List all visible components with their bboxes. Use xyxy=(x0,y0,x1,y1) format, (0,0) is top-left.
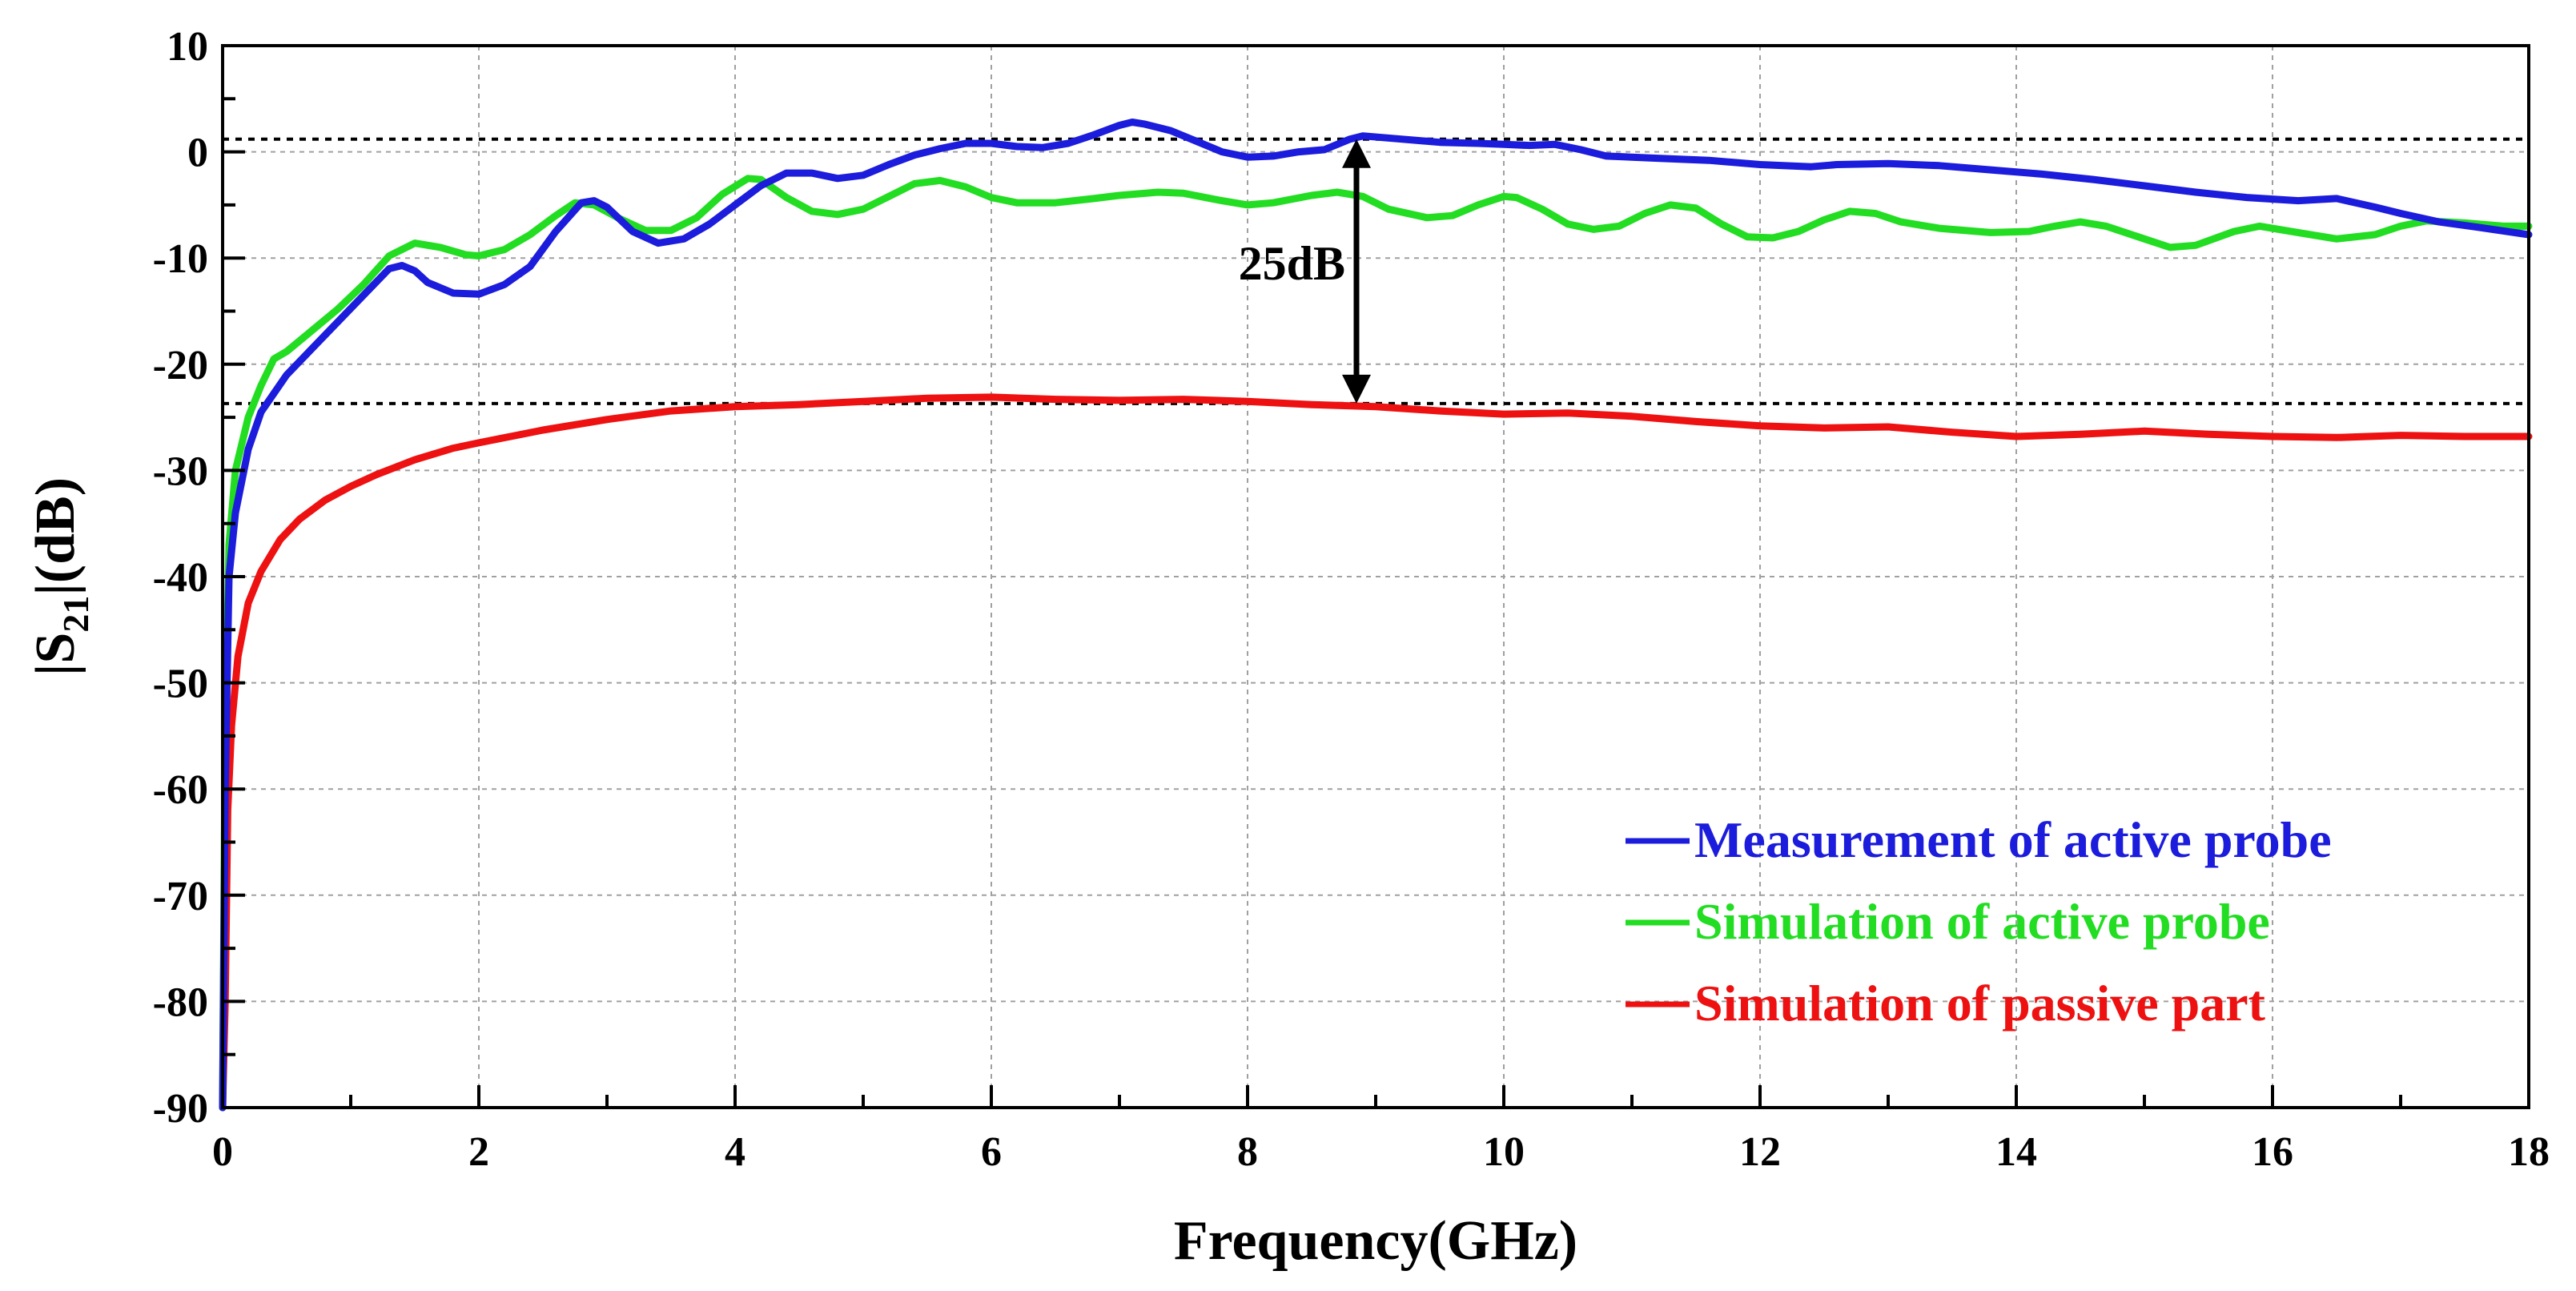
ticks xyxy=(221,44,2530,1109)
x-tick-label: 18 xyxy=(2508,1129,2550,1175)
x-axis-title: Frequency(GHz) xyxy=(1174,1210,1577,1272)
series-line-0 xyxy=(219,119,2533,1112)
legend-label-0: Measurement of active probe xyxy=(1694,811,2332,868)
y-tick-label: -10 xyxy=(153,236,208,282)
annotation-arrowhead-down xyxy=(1342,374,1371,404)
legend-label-1: Simulation of active probe xyxy=(1694,893,2270,950)
y-tick-label: -20 xyxy=(153,343,208,388)
y-tick-label: -50 xyxy=(153,662,208,707)
x-tick-label: 8 xyxy=(1237,1129,1258,1175)
x-tick-label: 12 xyxy=(1739,1129,1781,1175)
x-tick-label: 4 xyxy=(725,1129,745,1175)
y-tick-label: -30 xyxy=(153,448,208,494)
y-tick-label: 0 xyxy=(187,131,208,176)
grid xyxy=(223,46,2529,1108)
y-axis-title: |S21|(dB) xyxy=(25,477,96,676)
tick-labels: 0 2 4 6 8 10 12 14 16 18 10 0 -10 -20 -30 -40 -50 -60 -70 -… xyxy=(153,24,2550,1175)
series-line-1 xyxy=(219,175,2533,1112)
legend: Measurement of active probe Simulation of… xyxy=(1626,811,2332,1032)
y-tick-label: -60 xyxy=(153,767,208,813)
annotation-arrowhead-up xyxy=(1342,139,1371,168)
annotation-label: 25dB xyxy=(1239,237,1345,290)
x-tick-label: 2 xyxy=(468,1129,489,1175)
x-tick-label: 16 xyxy=(2252,1129,2293,1175)
legend-label-2: Simulation of passive part xyxy=(1694,975,2266,1032)
y-tick-label: -70 xyxy=(153,874,208,919)
series-group xyxy=(219,119,2533,1112)
y-tick-label: -40 xyxy=(153,555,208,601)
y-tick-label: -80 xyxy=(153,979,208,1025)
y-axis-title-subscript: 21 xyxy=(55,596,96,633)
x-tick-label: 6 xyxy=(981,1129,1002,1175)
y-tick-label: -90 xyxy=(153,1086,208,1132)
x-tick-label: 10 xyxy=(1483,1129,1525,1175)
y-tick-label: 10 xyxy=(167,24,208,70)
x-tick-label: 14 xyxy=(1995,1129,2037,1175)
series-line-2 xyxy=(219,393,2533,1112)
annotation: 25dB xyxy=(1239,139,1371,404)
x-tick-label: 0 xyxy=(212,1129,233,1175)
